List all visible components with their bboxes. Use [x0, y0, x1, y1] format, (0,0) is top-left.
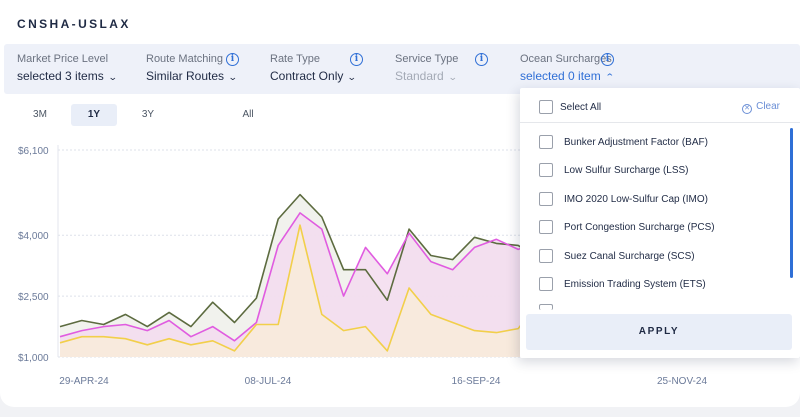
y-tick-label: $1,000: [18, 353, 49, 364]
surcharge-option[interactable]: Bunker Adjustment Factor (BAF): [520, 133, 780, 153]
clear-button[interactable]: ✕ Clear: [742, 101, 780, 114]
range-3m[interactable]: 3M: [33, 109, 47, 120]
series-line-1: [59, 212, 541, 342]
y-tick-label: $6,100: [18, 146, 49, 157]
surcharge-option[interactable]: Low Sulfur Surcharge (LSS): [520, 161, 780, 181]
range-3y[interactable]: 3Y: [141, 109, 155, 120]
surcharge-option[interactable]: Suez Canal Surcharge (SCS): [520, 247, 780, 267]
rate-chart-card: CNSHA-USLAX Market Price Level selected …: [0, 0, 800, 407]
select-all-checkbox[interactable]: [539, 100, 553, 114]
range-all[interactable]: All: [242, 109, 254, 120]
info-icon[interactable]: i: [601, 53, 614, 66]
surcharge-dropdown: Select All ✕ Clear Bunker Adjustment Fact…: [520, 88, 800, 358]
option-checkbox[interactable]: [539, 163, 553, 178]
option-checkbox[interactable]: [539, 220, 553, 235]
chevron-down-icon: ⌄: [347, 72, 358, 82]
option-label[interactable]: IMO 2020 Low-Sulfur Cap (IMO): [564, 193, 708, 205]
range-1y[interactable]: 1Y: [71, 104, 117, 126]
series-area-2: [60, 225, 540, 357]
filter-value[interactable]: selected 0 item ⌃: [520, 69, 615, 83]
apply-button[interactable]: APPLY: [526, 314, 792, 350]
series-line-2: [59, 224, 541, 352]
filter-label: Ocean Surcharges: [520, 53, 612, 65]
filter-value[interactable]: Similar Routes ⌄: [146, 69, 238, 83]
series-line-0: [59, 193, 541, 328]
chevron-down-icon: ⌄: [447, 72, 458, 82]
filter-value[interactable]: selected 3 items ⌄: [17, 69, 118, 83]
x-tick-label: 29-APR-24: [59, 376, 109, 387]
x-tick-label: 25-NOV-24: [657, 376, 707, 387]
option-label[interactable]: Emission Trading System (ETS): [564, 279, 706, 290]
dropdown-header: Select All ✕ Clear: [520, 88, 800, 123]
option-checkbox[interactable]: [539, 191, 553, 206]
surcharge-option[interactable]: IMO 2020 Low-Sulfur Cap (IMO): [520, 190, 780, 210]
route-title: CNSHA-USLAX: [17, 17, 131, 31]
chevron-up-icon: ⌃: [604, 72, 615, 82]
info-icon[interactable]: i: [475, 53, 488, 66]
filter-label: Service Type: [395, 53, 459, 65]
y-tick-label: $2,500: [18, 292, 49, 303]
option-label[interactable]: Suez Canal Surcharge (SCS): [564, 250, 695, 262]
select-all-label[interactable]: Select All: [560, 102, 602, 113]
option-checkbox[interactable]: [539, 135, 553, 149]
option-checkbox[interactable]: [539, 304, 553, 310]
option-label[interactable]: Low Sulfur Surcharge (LSS): [564, 165, 689, 177]
filter-bar: Market Price Level selected 3 items ⌄ Rou…: [4, 44, 800, 94]
price-trend-chart: $6,100 $4,000 $2,500 $1,000 29-APR-24 08-JUL-…: [18, 145, 800, 387]
filter-value[interactable]: Contract Only ⌄: [270, 69, 358, 83]
option-label[interactable]: Port Congestion Surcharge (PCS): [564, 222, 715, 234]
filter-value: Standard ⌄: [395, 69, 458, 83]
chevron-down-icon: ⌄: [107, 72, 118, 82]
filter-label: Rate Type: [270, 53, 320, 65]
surcharge-option[interactable]: Port Congestion Surcharge (PCS): [520, 218, 780, 238]
info-icon[interactable]: i: [350, 53, 363, 66]
info-icon[interactable]: i: [226, 53, 239, 66]
filter-label: Market Price Level: [17, 53, 109, 65]
chevron-down-icon: ⌄: [227, 72, 238, 82]
close-circle-icon: ✕: [742, 104, 753, 114]
option-checkbox[interactable]: [539, 277, 553, 291]
x-tick-label: 08-JUL-24: [245, 376, 292, 387]
option-label[interactable]: Bunker Adjustment Factor (BAF): [564, 137, 708, 148]
x-tick-label: 16-SEP-24: [452, 376, 501, 387]
surcharge-option[interactable]: Emission Trading System (ETS): [520, 275, 780, 295]
option-checkbox[interactable]: [539, 248, 553, 263]
scrollbar[interactable]: [790, 128, 793, 278]
filter-label: Route Matching: [146, 53, 224, 65]
y-tick-label: $4,000: [18, 231, 49, 242]
